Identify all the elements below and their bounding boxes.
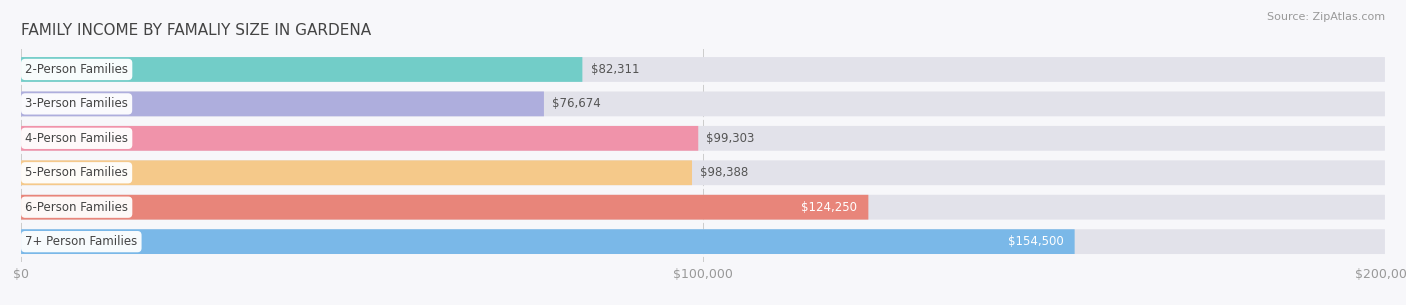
Text: 4-Person Families: 4-Person Families — [25, 132, 128, 145]
FancyBboxPatch shape — [21, 126, 699, 151]
FancyBboxPatch shape — [21, 57, 1385, 82]
Text: FAMILY INCOME BY FAMALIY SIZE IN GARDENA: FAMILY INCOME BY FAMALIY SIZE IN GARDENA — [21, 23, 371, 38]
Text: Source: ZipAtlas.com: Source: ZipAtlas.com — [1267, 12, 1385, 22]
FancyBboxPatch shape — [21, 126, 1385, 151]
FancyBboxPatch shape — [21, 195, 869, 220]
FancyBboxPatch shape — [21, 92, 544, 116]
FancyBboxPatch shape — [21, 229, 1074, 254]
Text: $76,674: $76,674 — [553, 97, 600, 110]
Text: 2-Person Families: 2-Person Families — [25, 63, 128, 76]
Text: $99,303: $99,303 — [706, 132, 755, 145]
Text: 7+ Person Families: 7+ Person Families — [25, 235, 138, 248]
Text: $154,500: $154,500 — [1008, 235, 1064, 248]
Text: 5-Person Families: 5-Person Families — [25, 166, 128, 179]
Text: 6-Person Families: 6-Person Families — [25, 201, 128, 214]
FancyBboxPatch shape — [21, 195, 1385, 220]
FancyBboxPatch shape — [21, 92, 1385, 116]
Text: $82,311: $82,311 — [591, 63, 640, 76]
Text: $98,388: $98,388 — [700, 166, 748, 179]
FancyBboxPatch shape — [21, 160, 1385, 185]
FancyBboxPatch shape — [21, 160, 692, 185]
Text: $124,250: $124,250 — [801, 201, 858, 214]
FancyBboxPatch shape — [21, 57, 582, 82]
Text: 3-Person Families: 3-Person Families — [25, 97, 128, 110]
FancyBboxPatch shape — [21, 229, 1385, 254]
